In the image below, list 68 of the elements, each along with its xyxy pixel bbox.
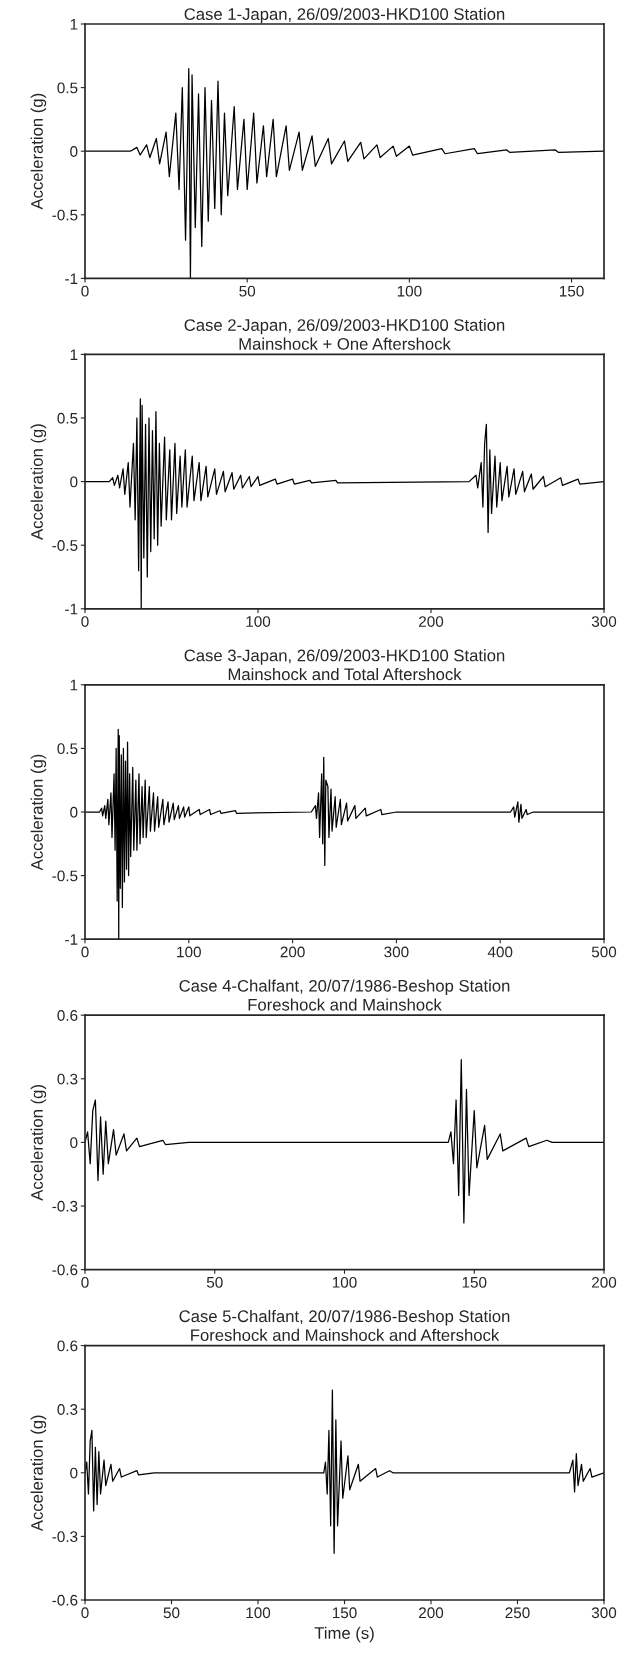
y-tick-label: 1 xyxy=(70,679,78,691)
y-tick-label: -1 xyxy=(65,273,78,284)
x-tick-label: 200 xyxy=(419,1607,444,1619)
x-tick-label: 250 xyxy=(505,1607,530,1619)
y-tick-label: 0.6 xyxy=(57,1340,78,1352)
x-tick-label: 150 xyxy=(559,285,584,297)
x-tick-label: 0 xyxy=(81,616,89,627)
chart-title: Case 5-Chalfant, 20/07/1986-Beshop Station xyxy=(179,1309,510,1326)
x-tick-label: 50 xyxy=(239,285,256,297)
x-tick-label: 0 xyxy=(81,1607,89,1619)
y-tick-label: -1 xyxy=(65,603,78,615)
x-tick-label: 50 xyxy=(206,1276,223,1288)
x-tick-label: 200 xyxy=(280,946,305,958)
line-series xyxy=(85,1389,604,1554)
chart-subtitle: Mainshock + One Aftershock xyxy=(239,337,451,350)
y-tick-label: -0.5 xyxy=(52,540,78,551)
y-tick-label: 0 xyxy=(70,806,78,818)
y-tick-label: 0.5 xyxy=(57,743,78,755)
x-tick-label: 200 xyxy=(419,616,444,627)
x-tick-label: 0 xyxy=(81,285,89,297)
y-tick-label: 1 xyxy=(70,19,78,30)
chart-title: Case 1-Japan, 26/09/2003-HKD100 Station xyxy=(184,7,505,24)
y-tick-label: -0.5 xyxy=(52,870,78,882)
line-series xyxy=(85,1059,604,1224)
chart-subtitle: Foreshock and Mainshock and Aftershock xyxy=(191,1328,500,1342)
chart-title: Case 2-Japan, 26/09/2003-HKD100 Station xyxy=(184,318,505,335)
x-tick-label: 100 xyxy=(177,946,201,958)
x-tick-label: 200 xyxy=(592,1276,617,1288)
y-tick-label: -0.6 xyxy=(52,1264,78,1276)
y-tick-label: 0.5 xyxy=(57,82,78,94)
x-tick-label: 300 xyxy=(384,946,409,958)
chart-title: Case 4-Chalfant, 20/07/1986-Beshop Station xyxy=(179,979,510,996)
x-tick-label: 100 xyxy=(246,1607,271,1619)
y-tick-label: 0 xyxy=(70,146,78,157)
y-tick-label: 0.3 xyxy=(57,1073,78,1085)
y-tick-label: -0.3 xyxy=(52,1531,78,1543)
x-tick-label: 300 xyxy=(591,1607,617,1619)
x-tick-label: 50 xyxy=(163,1607,180,1619)
chart-subtitle: Foreshock and Mainshock xyxy=(248,998,442,1011)
y-tick-label: 0.5 xyxy=(57,412,78,424)
x-tick-label: 150 xyxy=(332,1607,357,1619)
y-tick-label: 0.3 xyxy=(57,1404,78,1415)
y-tick-label: 0 xyxy=(70,1467,78,1479)
y-tick-label: 1 xyxy=(70,349,78,360)
y-axis-title: Acceleration (g) xyxy=(30,93,47,210)
x-tick-label: 300 xyxy=(591,616,617,627)
x-tick-label: 500 xyxy=(591,946,617,958)
chart-title: Case 3-Japan, 26/09/2003-HKD100 Station xyxy=(184,649,505,665)
y-tick-label: -0.6 xyxy=(52,1594,78,1606)
y-tick-label: 0 xyxy=(70,476,78,488)
y-tick-label: -0.5 xyxy=(52,209,78,221)
x-tick-label: 150 xyxy=(462,1276,487,1288)
y-tick-label: -1 xyxy=(65,934,78,945)
y-axis-title: Acceleration (g) xyxy=(30,1085,47,1201)
y-axis-title: Acceleration (g) xyxy=(30,1415,47,1532)
chart-subtitle: Mainshock and Total Aftershock xyxy=(228,667,462,681)
y-tick-label: 0 xyxy=(70,1137,78,1149)
x-tick-label: 0 xyxy=(81,1276,89,1288)
x-tick-label: 400 xyxy=(487,946,513,958)
x-tick-label: 100 xyxy=(332,1276,357,1288)
x-axis-title: Time (s) xyxy=(314,1626,374,1643)
y-tick-label: 0.6 xyxy=(57,1010,78,1021)
x-tick-label: 100 xyxy=(246,616,271,627)
y-tick-label: -0.3 xyxy=(52,1200,78,1212)
x-tick-label: 100 xyxy=(397,285,422,297)
y-axis-title: Acceleration (g) xyxy=(30,424,47,540)
x-tick-label: 0 xyxy=(81,946,89,958)
y-axis-title: Acceleration (g) xyxy=(30,754,47,871)
